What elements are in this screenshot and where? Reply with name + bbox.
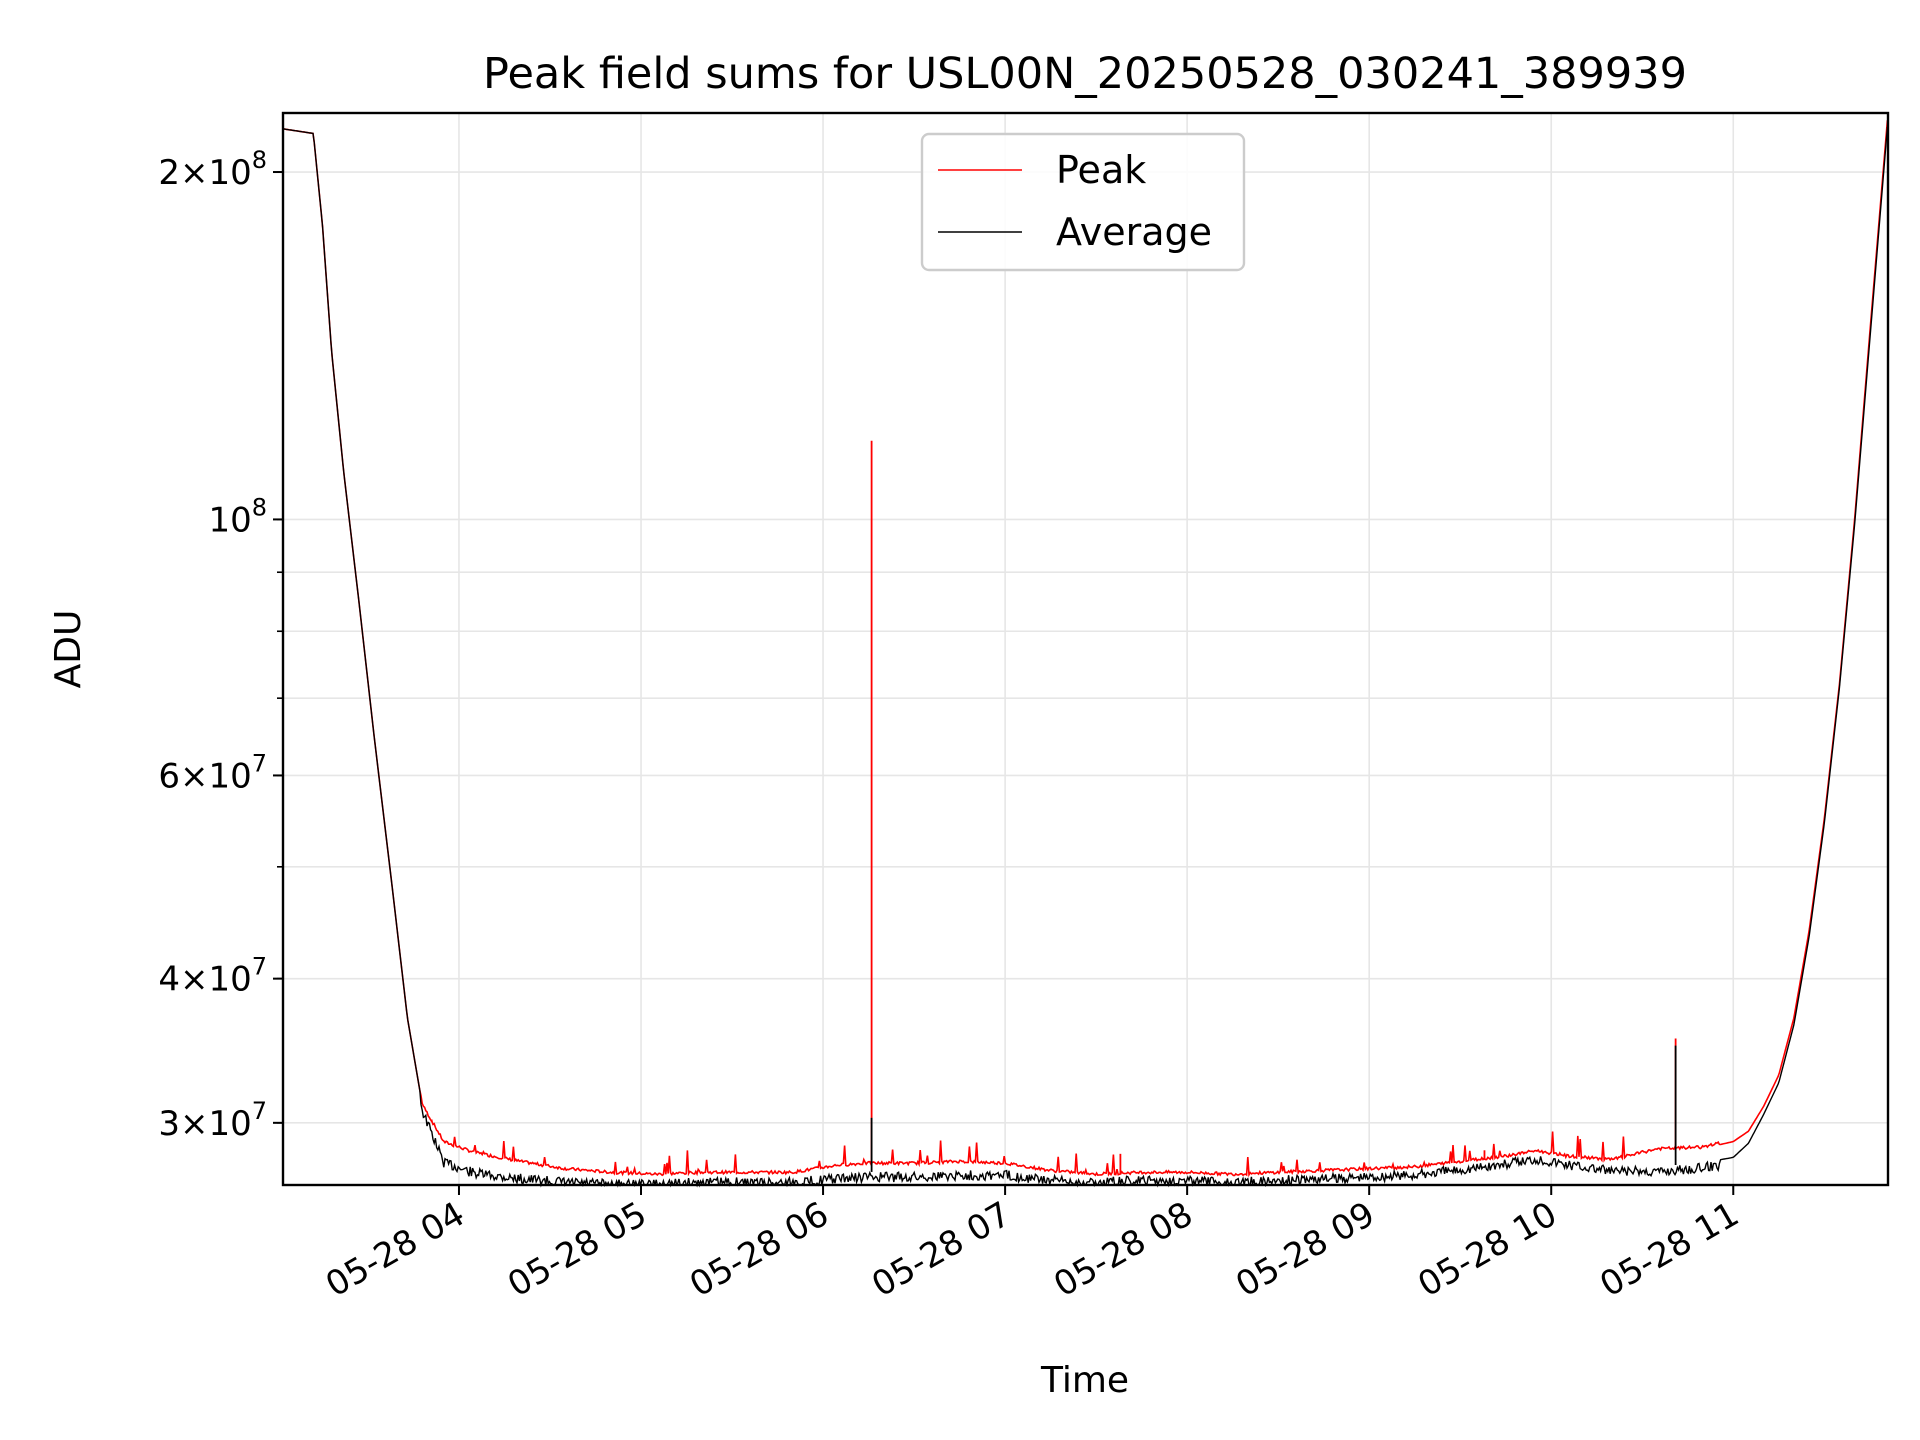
series-line-peak bbox=[282, 120, 1889, 1178]
grid bbox=[283, 113, 1888, 1185]
x-axis-title: Time bbox=[1040, 1360, 1129, 1401]
y-tick-label: 2×108 bbox=[158, 146, 267, 193]
y-tick-label: 4×107 bbox=[158, 953, 267, 1000]
legend-label-peak: Peak bbox=[1056, 148, 1146, 192]
legend: Peak Average bbox=[920, 132, 1246, 272]
y-tick-label: 6×107 bbox=[158, 749, 267, 796]
legend-label-average: Average bbox=[1056, 210, 1212, 254]
y-tick-label: 3×107 bbox=[158, 1097, 267, 1144]
y-axis-title: ADU bbox=[48, 610, 89, 689]
plot-frame bbox=[281, 111, 1890, 1187]
legend-box bbox=[920, 132, 1246, 272]
chart-title: Peak field sums for USL00N_20250528_0302… bbox=[483, 49, 1687, 99]
